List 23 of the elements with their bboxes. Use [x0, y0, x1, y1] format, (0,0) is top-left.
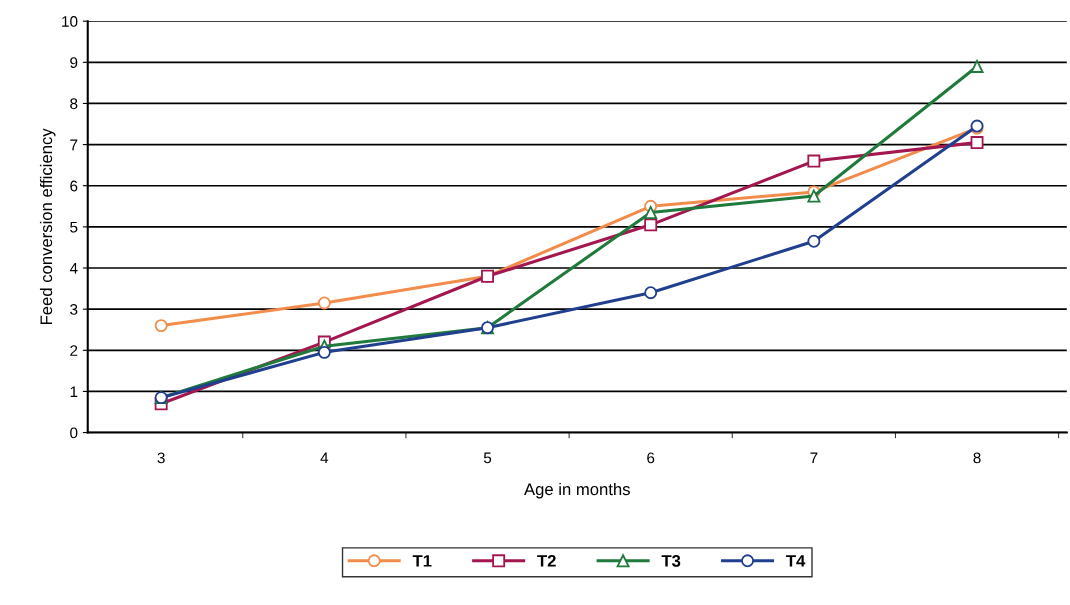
y-tick-label: 4 — [69, 263, 78, 274]
x-tick-label: 4 — [320, 452, 329, 464]
y-tick-label: 2 — [70, 345, 78, 356]
y-tick-label: 8 — [70, 98, 78, 110]
x-tick-label: 3 — [157, 452, 165, 464]
y-axis-title: Feed conversion efficiency — [39, 128, 56, 325]
y-tick-label: 6 — [70, 180, 78, 192]
x-tick-label: 7 — [810, 452, 818, 464]
y-tick-label: 9 — [70, 57, 78, 68]
legend-label: T2 — [537, 554, 556, 567]
x-tick-label: 5 — [483, 452, 492, 464]
x-tick-label: 8 — [973, 452, 981, 464]
legend-label: T1 — [412, 555, 432, 567]
y-tick-label: 3 — [70, 304, 78, 315]
legend-label: T4 — [786, 555, 806, 567]
y-tick-label: 1 — [70, 386, 78, 397]
y-tick-label: 0 — [70, 427, 78, 439]
y-tick-label: 5 — [70, 221, 78, 233]
legend-label: T3 — [661, 554, 681, 567]
x-axis-title: Age in months — [524, 482, 630, 499]
y-tick-label: 10 — [62, 16, 78, 27]
y-tick-label: 7 — [70, 139, 78, 151]
x-tick-label: 6 — [647, 452, 655, 464]
